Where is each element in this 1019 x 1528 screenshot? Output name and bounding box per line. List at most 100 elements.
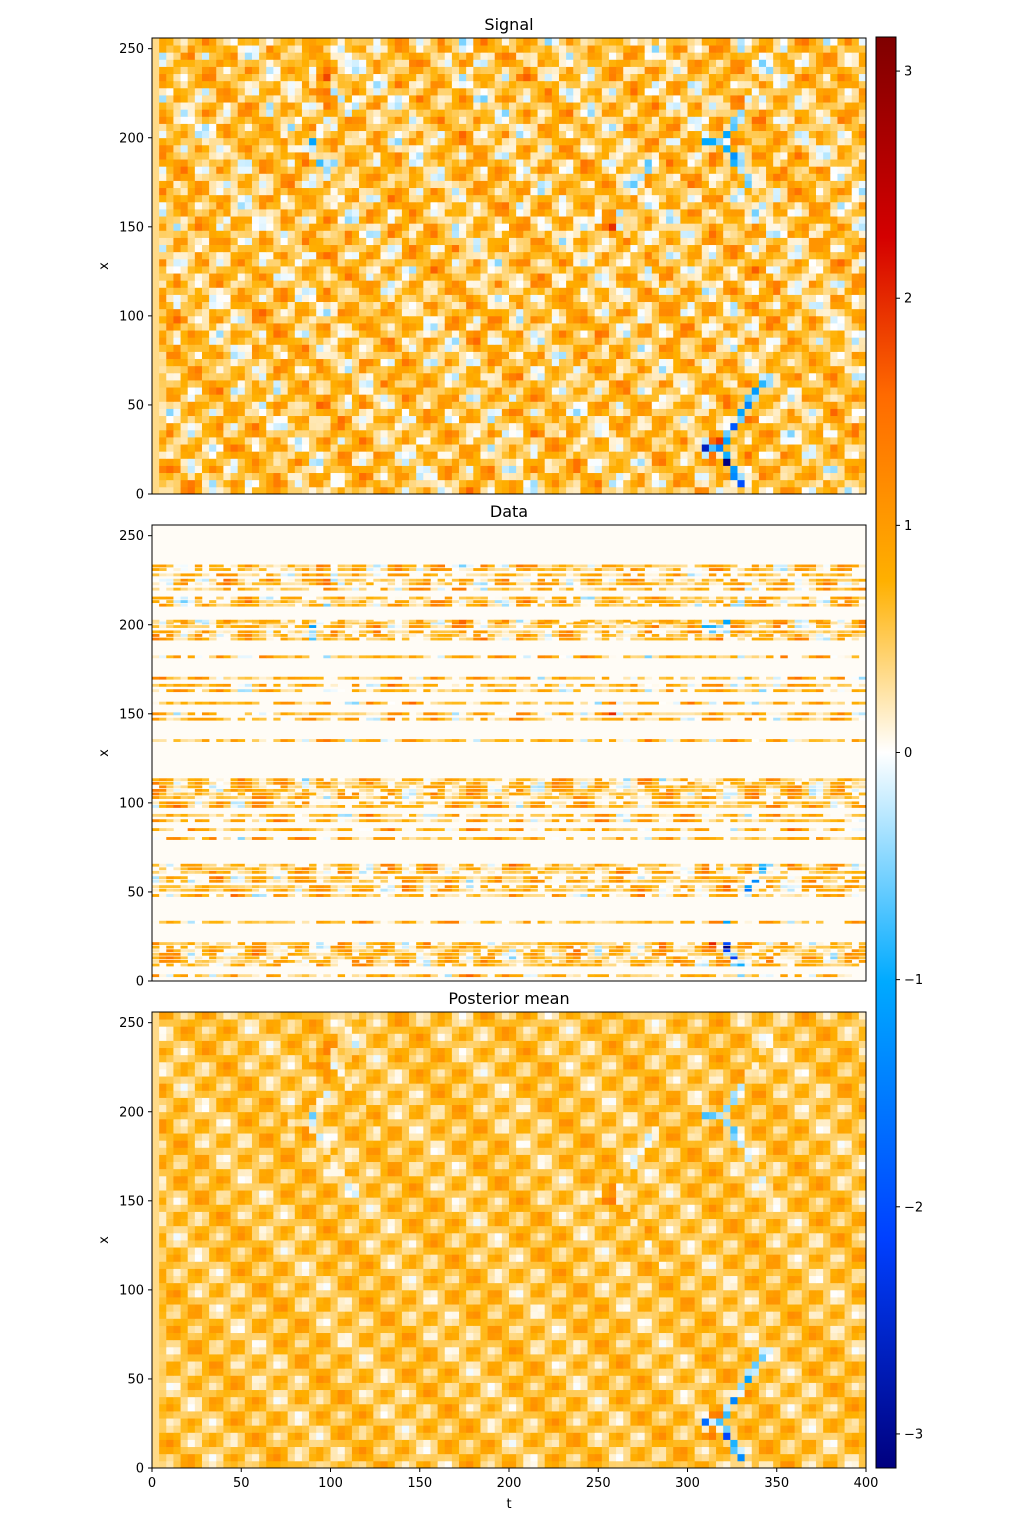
heatmap-cell — [673, 430, 681, 438]
heatmap-cell — [302, 487, 310, 495]
heatmap-cell — [616, 373, 624, 381]
heatmap-cell — [466, 466, 474, 474]
heatmap-cell — [223, 316, 231, 324]
heatmap-cell — [652, 480, 660, 488]
heatmap-cell — [695, 330, 703, 338]
heatmap-cell — [623, 458, 631, 466]
heatmap-cell — [302, 416, 310, 424]
heatmap-cell — [452, 323, 460, 331]
heatmap-cell — [723, 473, 731, 481]
heatmap-cell — [395, 480, 403, 488]
heatmap-cell — [566, 373, 574, 381]
heatmap-cell — [438, 352, 446, 360]
heatmap-cell — [338, 480, 346, 488]
heatmap-cell — [388, 423, 396, 431]
heatmap-cell — [488, 480, 496, 488]
heatmap-cell — [752, 458, 760, 466]
heatmap-cell — [395, 330, 403, 338]
heatmap-cell — [216, 394, 224, 402]
heatmap-cell — [852, 323, 860, 331]
heatmap-cell — [231, 366, 239, 374]
heatmap-cell — [845, 394, 853, 402]
heatmap-cell — [830, 330, 838, 338]
heatmap-cell — [538, 401, 546, 409]
heatmap-cell — [552, 380, 560, 388]
heatmap-cell — [737, 473, 745, 481]
heatmap-cell — [473, 451, 481, 459]
heatmap-cell — [566, 423, 574, 431]
heatmap-cell — [352, 458, 360, 466]
heatmap-cell — [723, 466, 731, 474]
heatmap-cell — [209, 380, 217, 388]
heatmap-cell — [580, 366, 588, 374]
heatmap-cell — [759, 466, 767, 474]
heatmap-cell — [459, 430, 467, 438]
heatmap-cell — [502, 366, 510, 374]
heatmap-cell — [573, 437, 581, 445]
heatmap-cell — [302, 352, 310, 360]
heatmap-cell — [709, 387, 717, 395]
heatmap-cell — [552, 409, 560, 417]
heatmap-cell — [316, 394, 324, 402]
heatmap-cell — [223, 416, 231, 424]
heatmap-cell — [780, 423, 788, 431]
heatmap-cell — [188, 466, 196, 474]
heatmap-cell — [466, 444, 474, 452]
heatmap-cell — [795, 409, 803, 417]
heatmap-cell — [530, 352, 538, 360]
heatmap-cell — [423, 352, 431, 360]
heatmap-cell — [559, 366, 567, 374]
heatmap-cell — [373, 337, 381, 345]
heatmap-cell — [238, 437, 246, 445]
heatmap-cell — [730, 352, 738, 360]
heatmap-cell — [273, 373, 281, 381]
heatmap-cell — [688, 337, 696, 345]
heatmap-cell — [316, 352, 324, 360]
heatmap-cell — [538, 409, 546, 417]
heatmap-cell — [281, 401, 289, 409]
heatmap-cell — [380, 451, 388, 459]
heatmap-cell — [680, 373, 688, 381]
heatmap-cell — [395, 401, 403, 409]
heatmap-cell — [209, 480, 217, 488]
heatmap-cell — [166, 458, 174, 466]
heatmap-cell — [523, 487, 531, 495]
heatmap-cell — [266, 466, 274, 474]
heatmap-cell — [316, 409, 324, 417]
heatmap-cell — [723, 480, 731, 488]
heatmap-cell — [295, 409, 303, 417]
heatmap-cell — [331, 401, 339, 409]
heatmap-cell — [837, 380, 845, 388]
heatmap-cell — [302, 337, 310, 345]
heatmap-cell — [645, 359, 653, 367]
heatmap-cell — [359, 437, 367, 445]
heatmap-cell — [181, 352, 189, 360]
heatmap-cell — [688, 423, 696, 431]
heatmap-cell — [752, 430, 760, 438]
heatmap-cell — [516, 373, 524, 381]
heatmap-cell — [580, 487, 588, 495]
heatmap-cell — [245, 323, 253, 331]
heatmap-cell — [652, 409, 660, 417]
heatmap-cell — [716, 387, 724, 395]
heatmap-cell — [266, 373, 274, 381]
heatmap-cell — [245, 344, 253, 352]
heatmap-cell — [609, 451, 617, 459]
heatmap-cell — [331, 487, 339, 495]
heatmap-cell — [430, 337, 438, 345]
heatmap-cell — [837, 359, 845, 367]
heatmap-cell — [695, 437, 703, 445]
heatmap-cell — [495, 487, 503, 495]
heatmap-cell — [802, 352, 810, 360]
heatmap-cell — [281, 394, 289, 402]
heatmap-cell — [737, 380, 745, 388]
heatmap-cell — [795, 366, 803, 374]
heatmap-cell — [281, 466, 289, 474]
heatmap-cell — [645, 366, 653, 374]
heatmap-cell — [688, 352, 696, 360]
heatmap-cell — [273, 480, 281, 488]
heatmap-cell — [602, 444, 610, 452]
heatmap-cell — [495, 473, 503, 481]
heatmap-cell — [566, 437, 574, 445]
heatmap-cell — [202, 444, 210, 452]
